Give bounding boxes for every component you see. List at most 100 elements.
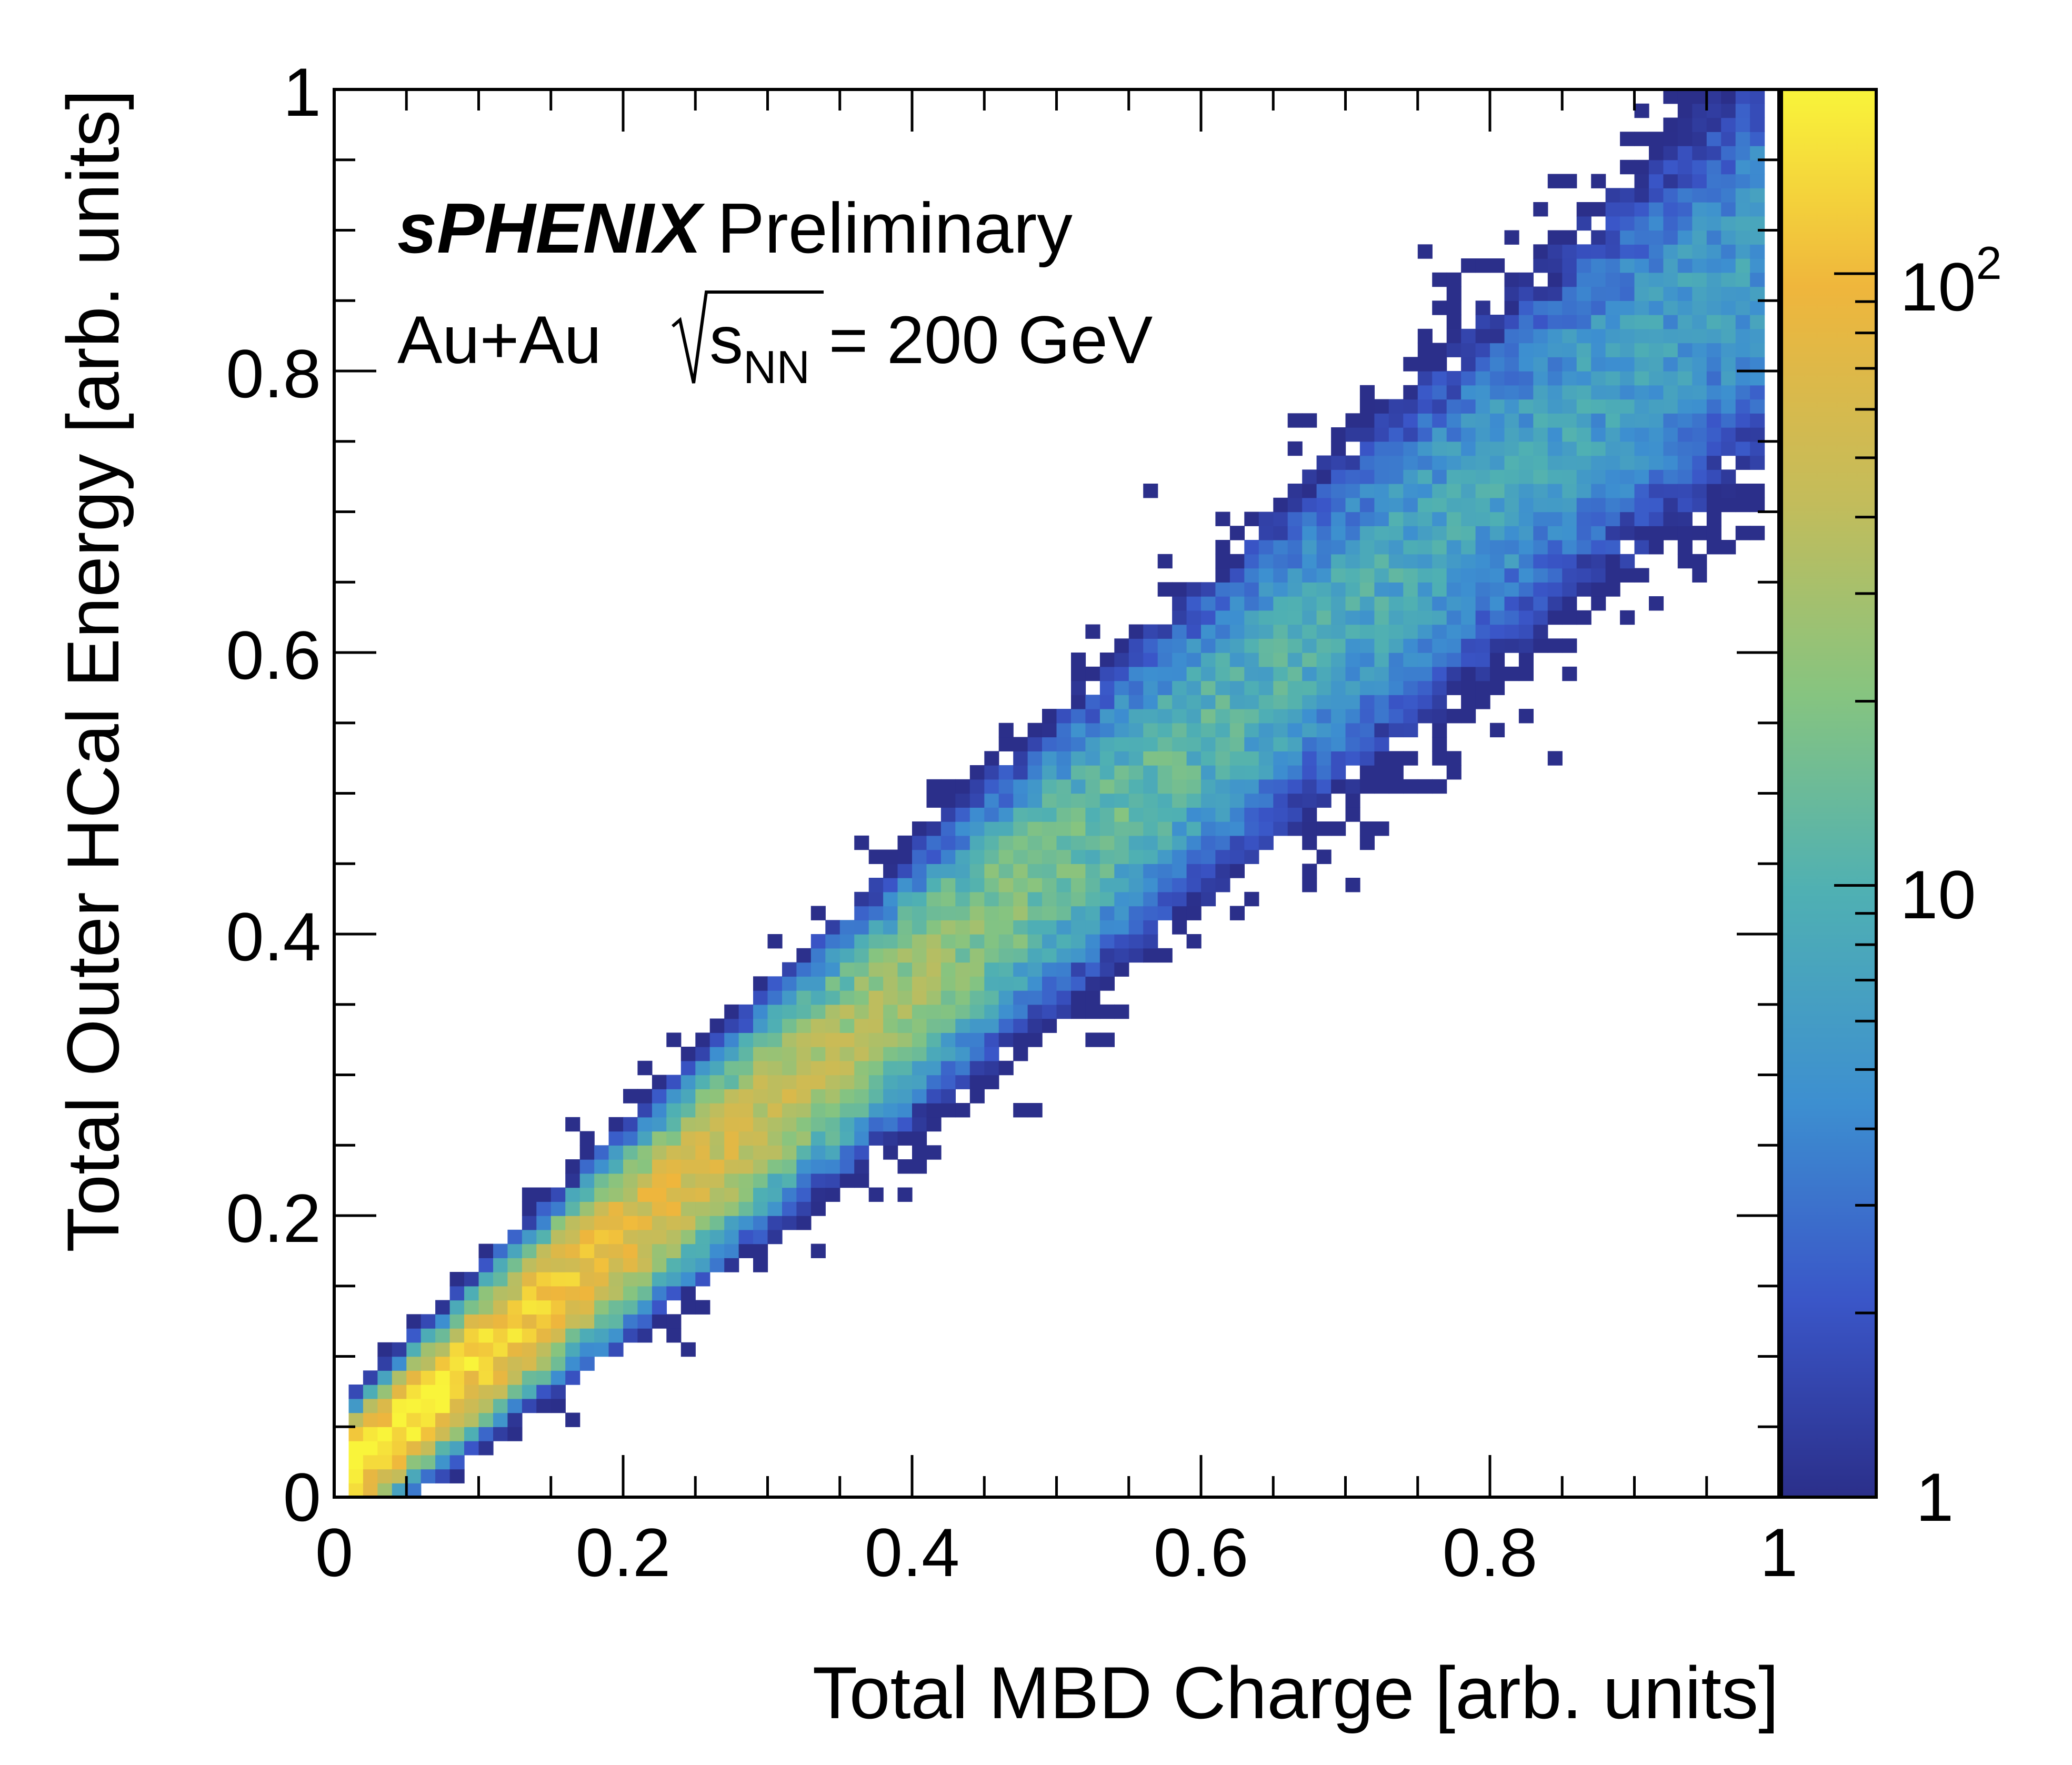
heatmap-cell [1099,653,1115,667]
heatmap-cell [724,1117,739,1132]
heatmap-cell [1591,512,1606,526]
heatmap-cell [1432,526,1447,540]
heatmap-cell [796,1131,812,1146]
heatmap-cell [1287,666,1303,681]
heatmap-cell [1591,413,1606,428]
heatmap-cell [594,1243,609,1258]
heatmap-cell [1562,568,1577,583]
heatmap-cell [1620,328,1635,344]
heatmap-cell [1562,258,1577,273]
heatmap-cell [1432,596,1447,611]
heatmap-cell [1446,497,1462,513]
heatmap-cell [449,1398,465,1413]
heatmap-cell [854,920,869,935]
heatmap-cell [1302,484,1317,498]
heatmap-cell [782,990,797,1005]
heatmap-cell [464,1272,479,1287]
heatmap-cell [825,1075,840,1089]
heatmap-cell [969,891,985,907]
heatmap-cell [1273,821,1288,836]
heatmap-cell [1157,948,1173,963]
heatmap-cell [897,1018,913,1033]
heatmap-cell [1663,300,1678,315]
heatmap-cell [984,765,999,780]
heatmap-cell [1229,821,1245,836]
heatmap-cell [594,1300,609,1315]
heatmap-cell [1374,540,1389,555]
heatmap-cell [1461,441,1476,456]
heatmap-cell [1215,793,1230,808]
heatmap-cell [1085,1004,1100,1019]
heatmap-cell [1186,878,1202,892]
heatmap-cell [1677,202,1693,217]
heatmap-cell [507,1286,523,1301]
heatmap-cell [1605,188,1620,203]
heatmap-cell [1562,497,1577,513]
heatmap-cell [1663,441,1678,456]
heatmap-cell [1461,653,1476,667]
heatmap-cell [1649,272,1664,287]
heatmap-cell [1605,328,1620,344]
heatmap-cell [1562,638,1577,653]
heatmap-cell [1735,244,1750,259]
heatmap-cell [1027,793,1043,808]
heatmap-cell [1547,484,1563,498]
heatmap-cell [1042,849,1057,864]
heatmap-cell [594,1342,609,1357]
heatmap-cell [1446,568,1462,583]
heatmap-cell [1576,568,1591,583]
heatmap-cell [940,878,956,892]
heatmap-cell [1576,399,1591,414]
heatmap-cell [1475,666,1490,681]
heatmap-cell [1692,188,1707,203]
heatmap-cell [666,1286,682,1301]
heatmap-cell [623,1131,638,1146]
heatmap-cell [1215,624,1230,639]
heatmap-cell [709,1187,725,1202]
heatmap-cell [1042,934,1057,949]
heatmap-cell [1359,554,1375,569]
heatmap-cell [753,1018,768,1033]
heatmap-cell [1692,103,1707,118]
heatmap-cell [1446,469,1462,484]
heatmap-cell [1649,540,1664,555]
heatmap-cell [1345,497,1360,513]
heatmap-cell [1432,371,1447,386]
heatmap-cell [955,948,970,963]
heatmap-cell [940,1032,956,1047]
heatmap-cell [493,1356,508,1371]
heatmap-cell [1359,695,1375,709]
heatmap-cell [1114,653,1129,667]
heatmap-cell [1750,216,1765,231]
heatmap-cell [1547,455,1563,470]
heatmap-cell [1417,399,1433,414]
heatmap-cell [1518,385,1534,400]
heatmap-cell [1359,835,1375,850]
heatmap-cell [1287,779,1303,794]
heatmap-cell [1591,371,1606,386]
heatmap-cell [1172,807,1187,822]
heatmap-cell [1461,638,1476,653]
heatmap-cell [637,1201,653,1216]
heatmap-cell [1374,526,1389,540]
heatmap-cell [1388,751,1404,766]
heatmap-cell [1302,737,1317,751]
heatmap-cell [1359,497,1375,513]
heatmap-cell [565,1216,580,1230]
heatmap-cell [1706,526,1721,540]
heatmap-cell [1504,371,1519,386]
heatmap-cell [796,1187,812,1202]
heatmap-cell [796,1018,812,1033]
heatmap-cell [536,1342,552,1357]
heatmap-cell [435,1427,451,1441]
heatmap-cell [1533,497,1548,513]
heatmap-cell [1128,709,1144,724]
heatmap-cell [1446,526,1462,540]
heatmap-cell [1186,709,1202,724]
heatmap-cell [1663,202,1678,217]
heatmap-cell [1128,891,1144,907]
heatmap-cell [565,1356,580,1371]
heatmap-cell [1128,920,1144,935]
heatmap-cell [565,1370,580,1385]
